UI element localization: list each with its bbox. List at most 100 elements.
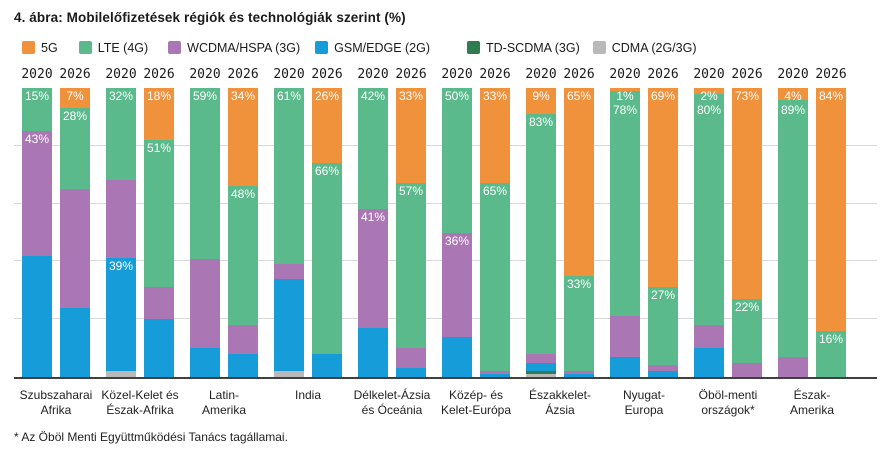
- stacked-bar-2020: 42% 41%: [358, 88, 388, 377]
- bar-column-2020: 2020 59%: [189, 66, 221, 377]
- segment-value-label: 50%: [444, 89, 470, 103]
- region-label-line: Öböl-menti: [698, 388, 758, 402]
- segment-value-label: 2%: [700, 89, 718, 103]
- region-label-line: Europa: [624, 403, 664, 417]
- region-label-line: Afrika: [40, 403, 72, 417]
- bar-segment-5g: 33%: [480, 88, 510, 184]
- bar-column-2026: 2026 34% 48%: [227, 66, 259, 377]
- bar-segment-5g: 33%: [396, 88, 426, 184]
- stacked-bar-2020: 32% 39%: [106, 88, 136, 377]
- bar-segment-5g: 65%: [564, 88, 594, 276]
- bar-column-2026: 2026 7% 28%: [59, 66, 91, 377]
- bar-segment-5g: 69%: [648, 88, 678, 288]
- stacked-bar-2026: 33% 57%: [396, 88, 426, 377]
- x-axis-line: [14, 377, 877, 379]
- bar-segment-wcdma: [648, 365, 678, 372]
- bar-segment-gsm: [610, 356, 640, 377]
- bar-segment-lte: 51%: [144, 140, 174, 288]
- year-label: 2026: [479, 67, 511, 82]
- region-label-line: Kelet-Európa: [440, 403, 512, 417]
- bar-column-2026: 2026 84% 16%: [815, 66, 847, 377]
- bar-segment-wcdma: [526, 353, 556, 363]
- year-label: 2020: [273, 67, 305, 82]
- bar-segment-gsm: [274, 278, 304, 372]
- region-label-line: Nyugat-: [622, 388, 666, 402]
- region-label-line: Délkelet-Ázsia: [353, 388, 431, 402]
- region-label: Északkelet- Ázsia: [518, 388, 602, 418]
- bar-segment-5g: 4%: [778, 88, 808, 103]
- region-label-line: Közel-Kelet és: [101, 388, 179, 402]
- year-label: 2026: [647, 67, 679, 82]
- segment-value-label: 73%: [734, 89, 760, 103]
- legend-item-cdma: CDMA (2G/3G): [592, 41, 697, 55]
- region-label: Szubszaharai Afrika: [14, 388, 98, 418]
- region-label: Öböl-menti országok*: [686, 388, 770, 418]
- segment-value-label: 1%: [616, 89, 634, 103]
- bar-segment-wcdma: [228, 324, 258, 354]
- segment-value-label: 59%: [192, 89, 218, 103]
- region-labels: Szubszaharai Afrika Közel-Kelet és Észak- Af…: [14, 388, 877, 418]
- region-label-line: Észak-: [793, 388, 831, 402]
- region-label: Észak- Amerika: [770, 388, 854, 418]
- bar-segment-wcdma: [60, 189, 90, 308]
- bar-segment-wcdma: 36%: [442, 232, 472, 337]
- segment-value-label: 26%: [314, 89, 340, 103]
- bar-segment-5g: 1%: [610, 88, 640, 103]
- bar-segment-cdma: [106, 371, 136, 377]
- year-label: 2020: [189, 67, 221, 82]
- legend-item-td: TD-SCDMA (3G): [467, 41, 580, 55]
- year-label: 2020: [357, 67, 389, 82]
- bar-segment-gsm: [442, 336, 472, 377]
- chart-title: 4. ábra: Mobilelőfizetések régiók és tec…: [14, 10, 406, 25]
- legend-item-5g: 5G: [22, 41, 58, 55]
- region-group-7: 2020 1% 78% 2026 69% 27%: [602, 66, 686, 377]
- bar-segment-lte: 16%: [816, 330, 846, 377]
- year-label: 2020: [21, 67, 53, 82]
- region-label-line: India: [294, 388, 322, 402]
- bar-segment-wcdma: [694, 324, 724, 349]
- bar-segment-5g: 2%: [694, 88, 724, 103]
- region-group-2: 2020 59% 2026 34% 48%: [182, 66, 266, 377]
- segment-value-label: 78%: [612, 102, 638, 117]
- bar-groups: 2020 15% 43% 2026 7% 28% 2020 32% 39% 2026 18% 51% 2…: [14, 66, 877, 377]
- footnote: * Az Öböl Menti Együttműködési Tanács ta…: [14, 430, 288, 444]
- region-label-line: Amerika: [201, 403, 246, 417]
- region-label: India: [266, 388, 350, 418]
- bar-column-2026: 2026 73% 22%: [731, 66, 763, 377]
- region-group-9: 2020 4% 89% 2026 84% 16%: [770, 66, 854, 377]
- year-label: 2020: [441, 67, 473, 82]
- segment-value-label: 22%: [734, 299, 760, 314]
- legend-swatch-lte-icon: [78, 41, 92, 54]
- region-label-line: és Óceánia: [361, 403, 423, 417]
- year-label: 2020: [693, 67, 725, 82]
- region-label-line: Ázsia: [545, 403, 575, 417]
- bar-column-2020: 2020 2% 80%: [693, 66, 725, 377]
- bar-segment-5g: 73%: [732, 88, 762, 299]
- bar-segment-5g: 34%: [228, 88, 258, 187]
- bar-column-2020: 2020 15% 43%: [21, 66, 53, 377]
- bar-segment-lte: 48%: [228, 186, 258, 325]
- bar-column-2026: 2026 26% 66%: [311, 66, 343, 377]
- region-label: Közép- és Kelet-Európa: [434, 388, 518, 418]
- stacked-bar-2026: 7% 28%: [60, 88, 90, 377]
- stacked-bar-2026: 69% 27%: [648, 88, 678, 377]
- segment-value-label: 57%: [398, 184, 424, 199]
- bar-segment-wcdma: [274, 264, 304, 279]
- chart-figure: 2020 15% 43% 2026 7% 28% 2020 32% 39% 2026 18% 51% 2…: [14, 66, 877, 417]
- year-label: 2026: [395, 67, 427, 82]
- bar-column-2026: 2026 33% 65%: [479, 66, 511, 377]
- stacked-bar-2020: 2% 80%: [694, 88, 724, 377]
- segment-value-label: 33%: [482, 89, 508, 103]
- bar-segment-gsm: [526, 362, 556, 372]
- year-label: 2026: [311, 67, 343, 82]
- bar-segment-gsm: [22, 255, 52, 377]
- year-label: 2026: [143, 67, 175, 82]
- year-label: 2026: [227, 67, 259, 82]
- bar-segment-wcdma: [564, 371, 594, 375]
- legend: 5G LTE (4G) WCDMA/HSPA (3G) GSM/EDGE (2G) TD…: [22, 40, 697, 55]
- bar-segment-lte: 57%: [396, 183, 426, 349]
- stacked-bar-2026: 34% 48%: [228, 88, 258, 377]
- segment-value-label: 43%: [24, 132, 50, 147]
- bar-segment-gsm: [60, 307, 90, 377]
- bar-column-2026: 2026 18% 51%: [143, 66, 175, 377]
